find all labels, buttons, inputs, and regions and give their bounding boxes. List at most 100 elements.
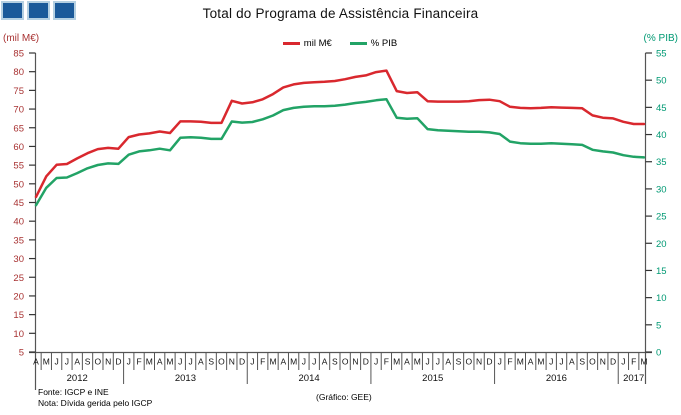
month-label: F [507, 357, 512, 367]
month-label: F [631, 357, 636, 367]
year-label: 2015 [422, 373, 443, 384]
month-label: J [436, 357, 440, 367]
legend-label: % PIB [370, 37, 398, 49]
month-label: J [54, 357, 58, 367]
right-tick-label: 45 [656, 103, 667, 114]
month-label: J [374, 357, 378, 367]
month-label: D [239, 357, 245, 367]
month-label: A [280, 357, 286, 367]
right-tick-label: 35 [656, 157, 667, 168]
month-label: A [445, 357, 451, 367]
month-label: A [157, 357, 163, 367]
month-label: J [621, 357, 625, 367]
series-pib [34, 97, 646, 207]
year-label: 2014 [299, 373, 320, 384]
month-label: F [136, 357, 141, 367]
year-label: 2017 [623, 373, 644, 384]
month-label: J [559, 357, 563, 367]
month-label: S [579, 357, 585, 367]
left-tick-label: 85 [13, 49, 24, 60]
month-label: A [74, 357, 80, 367]
month-label: O [589, 357, 596, 367]
right-tick-label: 10 [656, 293, 667, 304]
logo-square [1, 1, 24, 20]
credit-note: (Gráfico: GEE) [316, 392, 372, 402]
month-label: M [269, 357, 276, 367]
left-tick-label: 60 [13, 142, 24, 153]
month-label: A [198, 357, 204, 367]
month-label: A [569, 357, 575, 367]
left-tick-label: 75 [13, 86, 24, 97]
month-label: J [188, 357, 192, 367]
month-label: M [290, 357, 297, 367]
month-label: J [302, 357, 306, 367]
left-tick-label: 20 [13, 291, 24, 302]
month-label: D [486, 357, 492, 367]
month-label: F [384, 357, 389, 367]
month-label: M [146, 357, 153, 367]
year-label: 2016 [546, 373, 567, 384]
month-label: J [549, 357, 553, 367]
year-label: 2013 [175, 373, 196, 384]
right-tick-label: 20 [656, 239, 667, 250]
chart-legend: mil M€ % PIB [230, 36, 450, 50]
left-tick-label: 50 [13, 179, 24, 190]
source-note: Fonte: IGCP e INE [38, 387, 109, 397]
left-tick-label: 25 [13, 273, 24, 284]
chart-footnotes: Fonte: IGCP e INE Nota: Dívida gerida pe… [38, 387, 152, 408]
month-label: A [33, 357, 39, 367]
month-label: O [342, 357, 349, 367]
left-tick-label: 65 [13, 123, 24, 134]
right-tick-label: 50 [656, 76, 667, 87]
month-label: F [260, 357, 265, 367]
logo-square [53, 1, 76, 20]
month-label: J [425, 357, 429, 367]
right-axis-title: (% PIB) [643, 33, 678, 44]
right-tick-label: 30 [656, 184, 667, 195]
month-label: N [476, 357, 482, 367]
left-tick-label: 5 [19, 348, 24, 359]
month-label: D [363, 357, 369, 367]
month-label: J [250, 357, 254, 367]
month-label: N [600, 357, 606, 367]
month-label: S [456, 357, 462, 367]
legend-item-mil-me: mil M€ [282, 38, 332, 49]
month-label: O [218, 357, 225, 367]
legend-item-pib: % PIB [349, 37, 398, 49]
month-label: N [352, 357, 358, 367]
month-label: M [537, 357, 544, 367]
left-tick-label: 30 [13, 254, 24, 265]
right-tick-label: 0 [656, 348, 661, 359]
red-line-swatch [282, 41, 300, 45]
month-label: S [85, 357, 91, 367]
left-tick-label: 15 [13, 310, 24, 321]
year-label: 2012 [67, 373, 88, 384]
left-tick-label: 35 [13, 235, 24, 246]
right-tick-label: 55 [656, 49, 667, 60]
month-label: J [127, 357, 131, 367]
series-mil-me [34, 69, 646, 199]
month-label: D [115, 357, 121, 367]
month-label: S [208, 357, 214, 367]
green-line-swatch [349, 41, 367, 45]
month-label: A [322, 357, 328, 367]
month-label: A [404, 357, 410, 367]
month-label: O [466, 357, 473, 367]
right-tick-label: 5 [656, 320, 661, 331]
chart-title: Total do Programa de Assistência Finance… [202, 6, 479, 21]
month-label: N [229, 357, 235, 367]
month-label: S [332, 357, 338, 367]
left-tick-label: 40 [13, 217, 24, 228]
right-tick-label: 25 [656, 212, 667, 223]
right-tick-label: 40 [656, 130, 667, 141]
right-tick-label: 15 [656, 266, 667, 277]
left-tick-label: 55 [13, 161, 24, 172]
month-label: M [414, 357, 421, 367]
left-tick-label: 45 [13, 198, 24, 209]
month-label: M [640, 357, 647, 367]
left-axis-title: (mil M€) [3, 33, 40, 44]
month-label: O [95, 357, 102, 367]
month-label: J [498, 357, 502, 367]
